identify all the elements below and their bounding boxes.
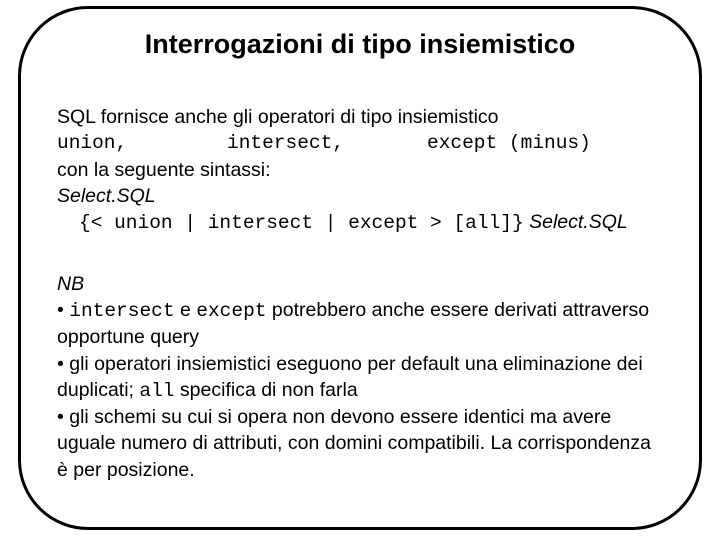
bullet-1-code-intersect: intersect — [69, 300, 174, 322]
bullet-3: • gli schemi su cui si opera non devono … — [57, 404, 663, 483]
slide-title: Interrogazioni di tipo insiemistico — [57, 29, 663, 60]
syntax-code: {< union | intersect | except > [all]} — [79, 212, 524, 234]
nb-label: NB — [57, 271, 663, 297]
op-union: union, — [57, 130, 227, 156]
notes-section: NB • intersect e except potrebbero anche… — [57, 271, 663, 484]
selectsql-1: Select.SQL — [57, 183, 663, 209]
slide-frame: Interrogazioni di tipo insiemistico SQL … — [18, 6, 702, 530]
bullet-2-code-all: all — [139, 380, 174, 402]
bullet-1-mid: e — [175, 299, 197, 321]
op-except: except (minus) — [427, 130, 591, 156]
bullet-1-prefix: • — [57, 299, 69, 321]
bullet-2: • gli operatori insiemistici eseguono pe… — [57, 351, 663, 405]
bullet-1: • intersect e except potrebbero anche es… — [57, 297, 663, 351]
syntax-expr: {< union | intersect | except > [all]} S… — [57, 209, 663, 236]
operators-row: union, intersect, except (minus) — [57, 130, 663, 156]
intro-line: SQL fornisce anche gli operatori di tipo… — [57, 104, 663, 130]
bullet-2-b: specifica di non farla — [175, 379, 358, 401]
op-intersect: intersect, — [227, 130, 427, 156]
slide-body: SQL fornisce anche gli operatori di tipo… — [57, 104, 663, 483]
bullet-1-code-except: except — [196, 300, 266, 322]
selectsql-2: Select.SQL — [529, 211, 628, 233]
syntax-intro: con la seguente sintassi: — [57, 157, 663, 183]
